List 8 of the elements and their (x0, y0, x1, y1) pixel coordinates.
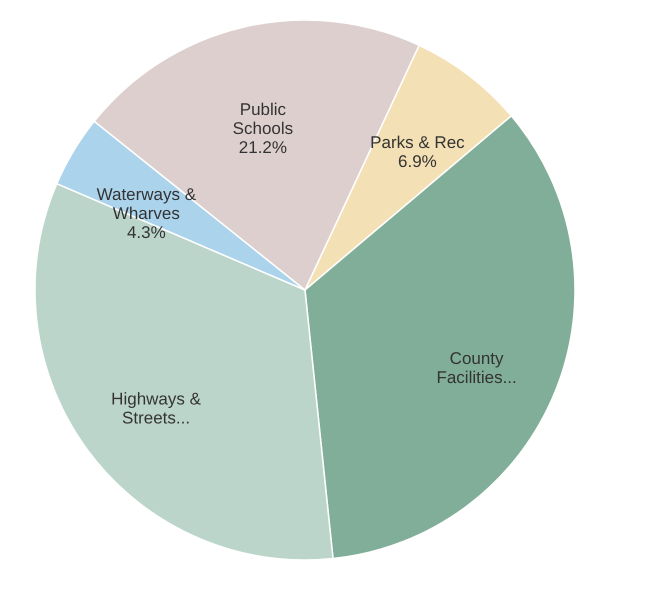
slice-label: Parks & Rec (370, 133, 466, 152)
slice-label: County Facilities... (436, 349, 517, 388)
slice-label: Public Schools (232, 100, 294, 138)
data-label: 6.9% (398, 152, 437, 172)
data-label: 21.2% (238, 138, 287, 157)
slice-label: Highways & Streets... (111, 390, 202, 428)
data-label: 4.3% (126, 222, 166, 242)
slice-label: Waterways & Wharves (96, 184, 197, 223)
